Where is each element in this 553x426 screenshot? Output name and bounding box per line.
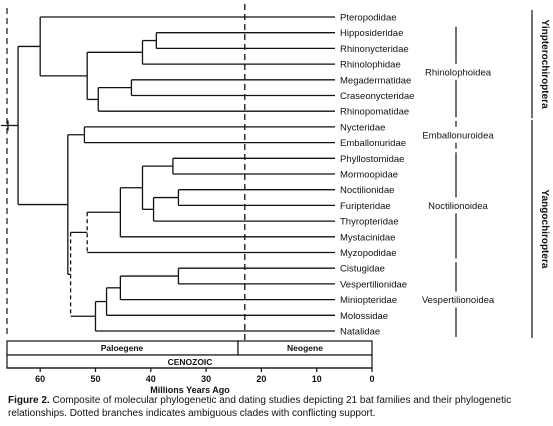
era-label: CENOZOIC (168, 357, 213, 367)
tick-label-60: 60 (35, 374, 45, 384)
taxon-rhinopomatidae: Rhinopomatidae (340, 107, 409, 118)
superfamily-label-bg-1 (421, 130, 496, 142)
taxon-hipposideridae: Hipposideridae (340, 28, 403, 39)
suborder-label-yangochiroptera: Yangochiroptera (539, 189, 550, 268)
superfamily-label-bg-0 (423, 67, 493, 79)
suborder-label-yinpterochiroptera: Yinpterochiroptera (539, 20, 550, 110)
taxon-megadermatidae: Megadermatidae (340, 75, 411, 86)
figure-caption: Figure 2. Composite of molecular phyloge… (8, 394, 548, 420)
superfamily-label-noctilionoidea: Noctilionoidea (428, 201, 488, 212)
taxon-myzopodidae: Myzopodidae (340, 248, 397, 259)
tick-label-0: 0 (369, 374, 374, 384)
tick-label-40: 40 (146, 374, 156, 384)
superfamily-label-vespertilionoidea: Vespertilionoidea (422, 295, 495, 306)
taxon-thyropteridae: Thyropteridae (340, 217, 399, 228)
superfamily-label-bg-2 (427, 200, 490, 212)
taxon-natalidae: Natalidae (340, 327, 380, 338)
suborder-brackets: Yinpterochiroptera Yangochiroptera (531, 10, 550, 338)
taxon-labels: Pteropodidae Hipposideridae Rhinonycterida… (340, 13, 414, 338)
superfamily-label-emballonuroidea: Emballonuroidea (422, 130, 494, 141)
taxon-mystacinidae: Mystacinidae (340, 232, 395, 243)
superfamily-brackets: Rhinolophoidea Emballonuroidea Noctilionoi… (420, 26, 496, 337)
tree-branches (17, 16, 335, 332)
taxon-miniopteridae: Miniopteridae (340, 295, 397, 306)
caption-label: Figure 2. (8, 395, 50, 406)
taxon-rhinolophidae: Rhinolophidae (340, 60, 401, 71)
period-label-paleogene: Paloegene (101, 343, 144, 353)
tick-label-10: 10 (312, 374, 322, 384)
taxon-rhinonycteridae: Rhinonycteridae (340, 44, 409, 55)
taxon-phyllostomidae: Phyllostomidae (340, 154, 404, 165)
superfamily-label-rhinolophoidea: Rhinolophoidea (425, 67, 492, 78)
tick-label-30: 30 (201, 374, 211, 384)
time-axis-ticks: 60 50 40 30 20 10 0 (35, 368, 375, 384)
taxon-pteropodidae: Pteropodidae (340, 13, 397, 24)
taxon-furipteridae: Furipteridae (340, 201, 391, 212)
taxon-vespertilionidae: Vespertilionidae (340, 279, 407, 290)
taxon-mormoopidae: Mormoopidae (340, 170, 398, 181)
taxon-nycteridae: Nycteridae (340, 122, 385, 133)
tick-label-50: 50 (90, 374, 100, 384)
superfamily-label-bg-3 (420, 295, 496, 307)
time-axis-title: Millions Years Ago (150, 385, 230, 395)
tick-label-20: 20 (256, 374, 266, 384)
caption-text: Composite of molecular phylogenetic and … (8, 395, 512, 419)
taxon-noctilionidae: Noctilionidae (340, 185, 394, 196)
taxon-molossidae: Molossidae (340, 311, 388, 322)
taxon-craseonycteridae: Craseonycteridae (340, 91, 414, 102)
period-label-neogene: Neogene (287, 343, 323, 353)
taxon-cistugidae: Cistugidae (340, 264, 385, 275)
geologic-timescale: Paloegene Neogene CENOZOIC 60 50 40 30 20 10 0… (6, 340, 375, 395)
taxon-emballonuridae: Emballonuridae (340, 138, 406, 149)
